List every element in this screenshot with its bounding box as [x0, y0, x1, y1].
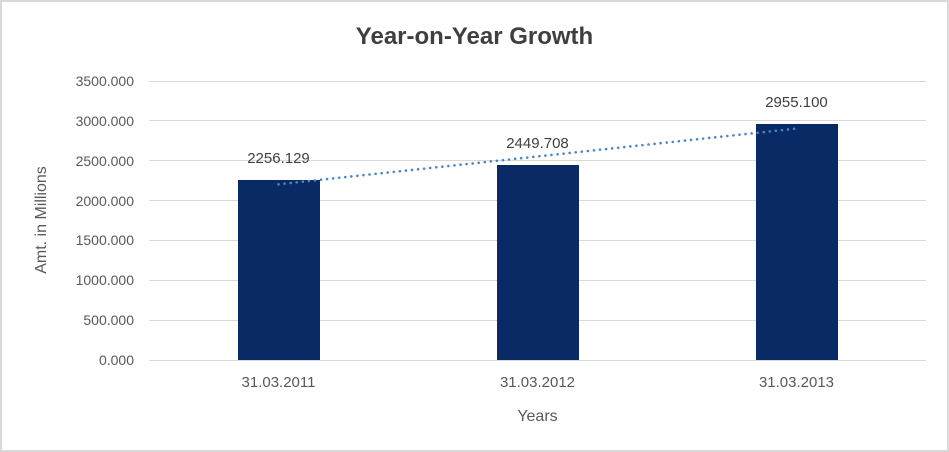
y-tick-label: 3000.000: [75, 112, 134, 129]
x-tick-label: 31.03.2013: [758, 374, 835, 391]
x-tick-label: 31.03.2012: [499, 374, 576, 391]
gridline: [149, 120, 926, 122]
gridline: [149, 359, 926, 361]
data-label: 2256.129: [247, 150, 310, 168]
bar: [755, 124, 838, 360]
y-tick-label: 3500.000: [75, 73, 134, 89]
y-tick-label: 1000.000: [75, 272, 134, 289]
y-tick-label: 2000.000: [75, 192, 134, 209]
bar: [237, 180, 320, 360]
y-tick-label: 1500.000: [75, 232, 134, 249]
gridline: [149, 80, 926, 82]
y-axis-title: Amt. in Millions: [33, 166, 50, 274]
x-axis-title: Years: [517, 408, 558, 425]
bar: [496, 164, 579, 360]
x-tick-label: 31.03.2011: [241, 374, 316, 391]
data-label: 2449.708: [506, 134, 569, 152]
y-tick-label: 2500.000: [75, 152, 134, 169]
chart-title: Year-on-Year Growth: [355, 23, 594, 50]
y-tick-label: 0.000: [98, 352, 134, 368]
data-label: 2955.100: [765, 94, 828, 112]
y-tick-label: 500.000: [83, 312, 134, 329]
